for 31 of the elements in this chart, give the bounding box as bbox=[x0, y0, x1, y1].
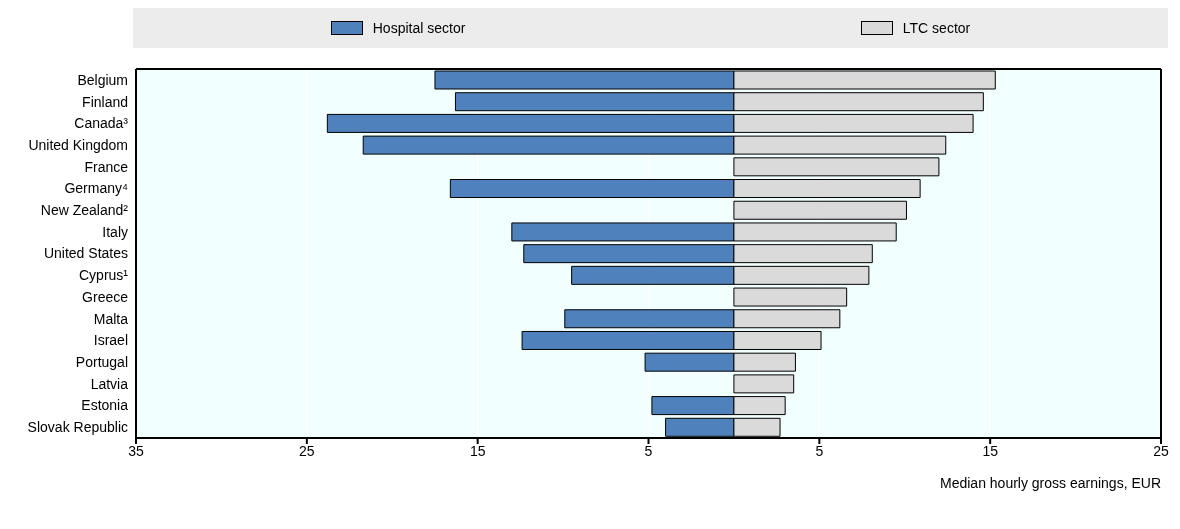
y-tick-label: Belgium bbox=[77, 71, 128, 88]
x-tick-label: 25 bbox=[299, 442, 315, 459]
y-tick-label: Israel bbox=[93, 332, 128, 349]
legend-label: Hospital sector bbox=[372, 20, 466, 36]
y-tick-label: Germany⁴ bbox=[64, 180, 128, 197]
legend-label: LTC sector bbox=[902, 20, 971, 36]
x-tick-label: 5 bbox=[644, 442, 653, 459]
y-tick-label: United Kingdom bbox=[28, 136, 128, 153]
bar bbox=[733, 374, 795, 394]
bar bbox=[733, 200, 907, 220]
x-tick-label: 25 bbox=[1153, 442, 1169, 459]
y-tick-label: Malta bbox=[93, 310, 129, 327]
x-tick-label: 15 bbox=[469, 442, 486, 459]
y-tick-label: United States bbox=[43, 245, 128, 262]
y-tick-label: Finland bbox=[82, 93, 128, 110]
y-tick-label: Latvia bbox=[90, 375, 129, 392]
x-tick-label: 15 bbox=[982, 442, 999, 459]
y-tick-label: Slovak Republic bbox=[27, 419, 128, 436]
y-tick-label: Estonia bbox=[81, 397, 129, 414]
y-tick-label: France bbox=[84, 158, 129, 175]
x-axis-title: Median hourly gross earnings, EUR bbox=[940, 475, 1161, 491]
x-tick-label: 5 bbox=[815, 442, 824, 459]
bar bbox=[733, 157, 940, 177]
x-tick-label: 35 bbox=[128, 442, 144, 459]
y-tick-label: Cyprus¹ bbox=[78, 267, 129, 284]
y-tick-label: New Zealand² bbox=[40, 202, 129, 219]
y-tick-label: Greece bbox=[82, 288, 129, 305]
bar bbox=[733, 287, 848, 307]
y-tick-label: Portugal bbox=[75, 354, 128, 370]
y-tick-label: Canada³ bbox=[74, 115, 129, 132]
y-tick-label: Italy bbox=[102, 223, 128, 240]
